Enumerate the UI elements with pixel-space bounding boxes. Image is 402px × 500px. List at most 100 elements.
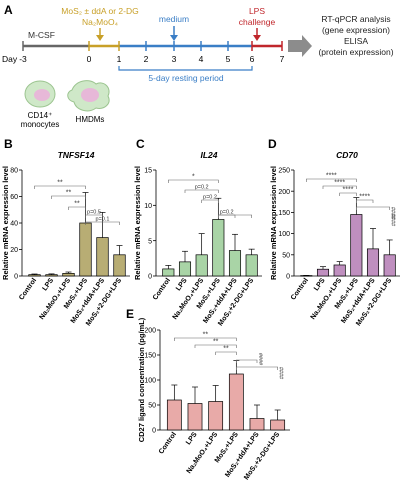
day-tick: 1 [117,54,122,64]
chart-title: TNFSF14 [58,150,95,160]
bar [228,250,242,277]
y-tick-label: 10 [144,203,152,210]
significance-label: p=0.2 [220,210,234,216]
significance-label: #### [392,213,398,226]
significance-label: p=0.1 [96,217,110,223]
x-tick-label: Control [158,431,178,455]
treatment-label-line1: MoS₂ ± ddA or 2-DG [61,6,138,16]
bar [45,274,58,277]
significance-label: #### [280,366,286,379]
bar [366,248,380,277]
significance-bracket [85,221,120,225]
analysis-line: (gene expression) [322,25,390,35]
significance-bracket [215,351,237,355]
y-axis-label: CD27 ligand concentration (pg/mL) [137,317,146,442]
significance-label: **** [334,180,345,187]
significance-bracket [201,199,219,203]
y-axis-label: Relative mRNA expression level [133,166,142,280]
significance-label: ** [57,180,63,187]
bar [383,254,396,277]
y-tick-label: 0 [286,274,290,281]
day-tick: 7 [280,54,285,64]
significance-label: **** [343,187,354,194]
y-tick-label: 0 [152,428,156,435]
y-tick-label: 20 [10,247,18,254]
significance-bracket [236,366,278,370]
bar [162,268,175,277]
significance-bracket [85,214,103,218]
x-tick-label: Control [290,277,310,301]
y-tick-label: 150 [278,210,290,217]
significance-label: #### [392,206,398,219]
bar [333,264,346,277]
monocyte-label-line2: monocytes [21,120,60,129]
y-tick-label: 50 [148,403,156,410]
lps-label-line2: challenge [239,17,276,27]
x-tick-label: LPS [42,277,56,292]
bar [208,401,224,431]
y-tick-label: 15 [144,168,152,175]
significance-bracket [168,179,219,183]
bar [62,273,75,277]
bar [79,222,92,277]
significance-bracket [306,178,357,182]
x-tick-label: Control [152,277,172,301]
significance-label: **** [326,173,337,180]
day-tick: 3 [172,54,177,64]
hmdm-label: HMDMs [76,115,105,124]
bar [249,418,265,431]
bar [350,214,363,277]
bar [166,399,182,431]
significance-bracket [194,344,237,348]
significance-bracket [356,206,390,210]
bar [195,254,208,277]
significance-bracket [218,214,252,218]
significance-bracket [322,185,357,189]
bar [113,254,126,277]
bar [270,419,286,431]
bar [96,237,109,277]
bar [187,403,203,431]
significance-bracket [236,359,258,363]
timeline-ticks [22,41,283,51]
significance-bracket [339,192,357,196]
monocyte-label: CD14⁺ [28,111,53,120]
chart-title: IL24 [200,150,217,160]
analysis-label: RT-qPCR analysis (gene expression) ELISA… [318,14,393,57]
y-tick-label: 200 [278,189,290,196]
y-axis-label: Relative mRNA expression level [1,166,10,280]
mcsf-label: M-CSF [28,30,55,40]
monocyte-cell-icon [24,80,56,108]
significance-label: ** [213,339,219,346]
chart-title: CD70 [336,150,358,160]
analysis-line: (protein expression) [318,47,393,57]
y-tick-label: 50 [282,252,290,259]
day-tick: -3 [19,54,27,64]
significance-bracket [51,195,86,199]
medium-arrow [170,26,178,41]
significance-label: ** [74,201,80,208]
panel-letter-a: A [4,3,13,17]
significance-bracket [68,206,86,210]
significance-label: * [192,174,195,181]
y-tick-label: 150 [144,353,156,360]
analysis-line: ELISA [344,36,368,46]
panel-letter: D [268,137,277,151]
hmdm-cell-icon [67,80,110,112]
significance-bracket [174,337,237,341]
medium-label: medium [159,14,189,24]
rest-period-bracket [118,66,253,71]
significance-label: p=0.2 [203,195,217,201]
y-tick-label: 5 [148,238,152,245]
significance-label: ** [66,190,72,197]
y-axis-label: Relative mRNA expression level [269,166,278,280]
y-tick-label: 80 [10,168,18,175]
bar [228,373,244,431]
significance-label: p=0.5 [87,210,101,216]
lps-label-line1: LPS [249,6,265,16]
panel-letter: B [4,137,13,151]
treatment-arrow [96,28,104,41]
